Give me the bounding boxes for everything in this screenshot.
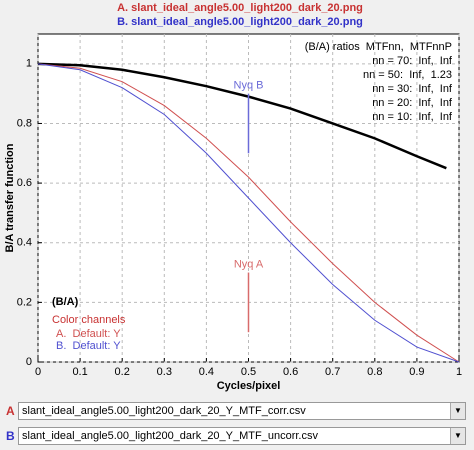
y-tick-label: 0.6: [17, 177, 32, 189]
chart-title: A. slant_ideal_angle5.00_light200_dark_2…: [117, 2, 363, 14]
x-tick-label: 0.9: [409, 366, 424, 378]
ratio-row: nn = 10: Inf, Inf: [372, 111, 453, 123]
x-tick-label: 0.8: [367, 366, 382, 378]
nyquist-label: Nyq A: [234, 258, 264, 270]
series-line: [37, 63, 460, 363]
legend-entry: (B/A): [52, 296, 79, 308]
x-tick-label: 0: [35, 366, 41, 378]
file-select[interactable]: slant_ideal_angle5.00_light200_dark_20_Y…: [18, 427, 466, 445]
x-tick-label: 0.1: [72, 366, 87, 378]
x-tick-label: 0.5: [241, 366, 256, 378]
x-tick-label: 0.2: [115, 366, 130, 378]
x-tick-label: 0.6: [283, 366, 298, 378]
y-tick-label: 0.8: [17, 117, 32, 129]
ratio-row: nn = 50: Inf, 1.23: [363, 69, 452, 81]
ratio-row: nn = 70: Inf, Inf: [372, 55, 453, 67]
ratio-row: nn = 20: Inf, Inf: [372, 97, 453, 109]
file-name: slant_ideal_angle5.00_light200_dark_20_Y…: [22, 405, 306, 417]
y-tick-label: 1: [26, 58, 32, 70]
legend-entry: B. Default: Y: [56, 340, 121, 352]
ratio-header: (B/A) ratios MTFnn, MTFnnP: [305, 41, 452, 53]
x-axis-label: Cycles/pixel: [217, 380, 281, 392]
legend-title: Color channels: [52, 314, 126, 326]
y-tick-label: 0: [26, 356, 32, 368]
x-tick-label: 0.4: [199, 366, 214, 378]
y-tick-label: 0.2: [17, 296, 32, 308]
nyquist-label: Nyq B: [234, 80, 264, 92]
file-select[interactable]: slant_ideal_angle5.00_light200_dark_20_Y…: [18, 402, 466, 420]
legend-entry: A. Default: Y: [56, 328, 121, 340]
chart: A. slant_ideal_angle5.00_light200_dark_2…: [4, 2, 462, 392]
series-line: [37, 63, 460, 363]
file-label: B: [6, 429, 15, 443]
file-name: slant_ideal_angle5.00_light200_dark_20_Y…: [22, 430, 318, 442]
chart-title: B. slant_ideal_angle5.00_light200_dark_2…: [117, 16, 363, 28]
y-tick-label: 0.4: [17, 237, 32, 249]
dropdown-arrow[interactable]: ▼: [450, 403, 465, 419]
x-tick-label: 0.7: [325, 366, 340, 378]
file-row-b: B slant_ideal_angle5.00_light200_dark_20…: [0, 427, 474, 447]
ratio-row: nn = 30: Inf, Inf: [372, 83, 453, 95]
x-tick-label: 1: [456, 366, 462, 378]
dropdown-arrow[interactable]: ▼: [450, 428, 465, 444]
file-row-a: A slant_ideal_angle5.00_light200_dark_20…: [0, 402, 474, 422]
x-tick-label: 0.3: [157, 366, 172, 378]
y-axis-label: B/A transfer function: [4, 143, 16, 252]
file-label: A: [6, 404, 15, 418]
